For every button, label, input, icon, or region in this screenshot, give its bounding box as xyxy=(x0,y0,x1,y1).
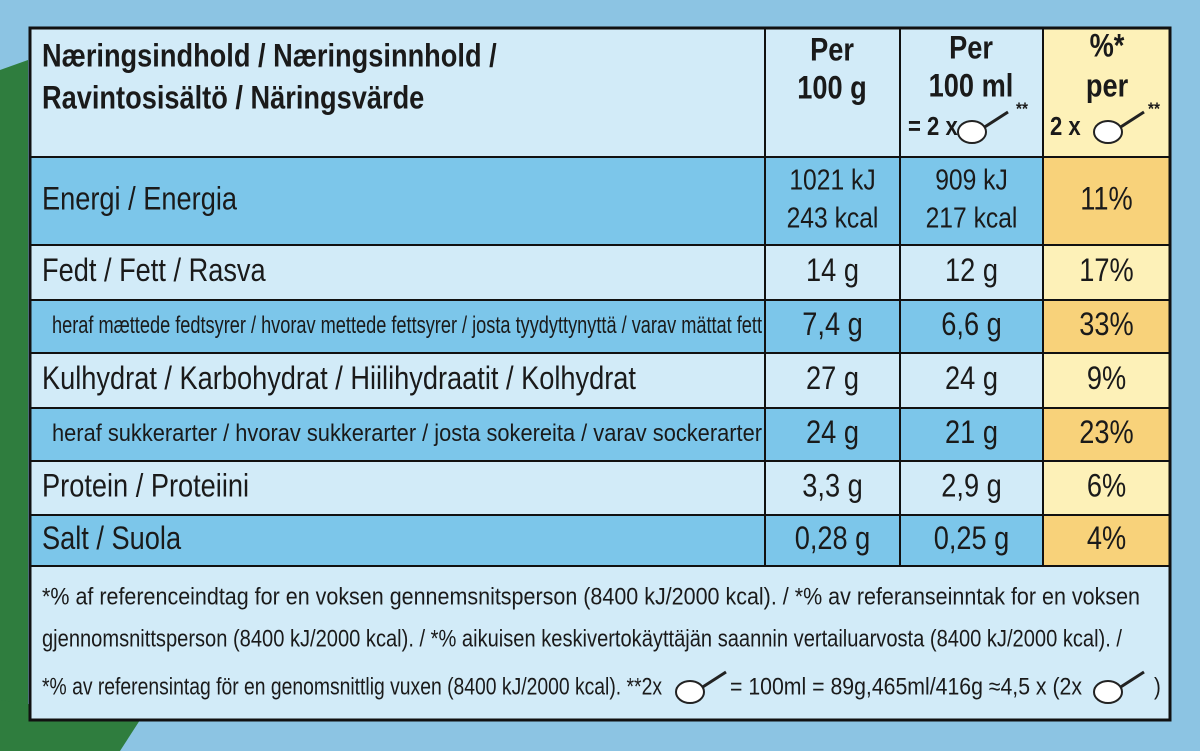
row-label: Fedt / Fett / Rasva xyxy=(42,253,266,289)
cell-value: 12 g xyxy=(945,253,998,289)
row-label: heraf sukkerarter / hvorav sukkerarter /… xyxy=(52,420,762,447)
row-bg xyxy=(30,353,1043,408)
footnote-bg xyxy=(30,566,1170,720)
pct-bg xyxy=(1043,245,1170,300)
row-label: Salt / Suola xyxy=(42,521,182,557)
footnote: *% af referenceindtag for en voksen genn… xyxy=(42,583,1140,610)
cell-value: 7,4 g xyxy=(802,307,862,343)
header-title: Ravintosisältö / Näringsvärde xyxy=(42,80,424,116)
col-header: 100 ml xyxy=(929,68,1014,104)
cell-value: 2,9 g xyxy=(941,468,1001,504)
col-header: per xyxy=(1086,68,1129,104)
cell-value: 243 kcal xyxy=(787,202,879,234)
cell-value: 3,3 g xyxy=(802,468,862,504)
cell-value: 14 g xyxy=(806,253,859,289)
col-header: 100 g xyxy=(797,70,867,106)
col-header: Per xyxy=(810,32,854,68)
scoop-icon xyxy=(675,680,705,704)
scoop-icon xyxy=(1093,120,1123,144)
header-title: Næringsindhold / Næringsinnhold / xyxy=(42,38,497,74)
cell-pct: 11% xyxy=(1080,181,1132,217)
pct-bg xyxy=(1043,408,1170,461)
row-bg xyxy=(30,300,1043,353)
cell-pct: 33% xyxy=(1079,307,1133,343)
footnote: = 100ml = 89g,465ml/416g ≈4,5 x (2x xyxy=(730,673,1082,700)
cell-value: 6,6 g xyxy=(941,307,1001,343)
footnote: ) xyxy=(1154,673,1161,700)
scoop-icon xyxy=(957,120,987,144)
header-cell xyxy=(30,28,1043,157)
cell-value: 217 kcal xyxy=(926,202,1018,234)
footnote: gjennomsnittsperson (8400 kJ/2000 kcal).… xyxy=(42,625,1122,652)
row-label: heraf mættede fedtsyrer / hvorav mettede… xyxy=(52,312,762,339)
col-header: ** xyxy=(1016,99,1028,119)
cell-value: 1021 kJ xyxy=(789,164,875,196)
pct-bg xyxy=(1043,515,1170,566)
pct-bg xyxy=(1043,300,1170,353)
cell-pct: 4% xyxy=(1087,521,1126,557)
cell-pct: 17% xyxy=(1079,253,1133,289)
row-bg xyxy=(30,408,1043,461)
col-header: ** xyxy=(1148,99,1160,119)
table-border xyxy=(28,26,1172,722)
cell-pct: 6% xyxy=(1087,468,1126,504)
row-label: Kulhydrat / Karbohydrat / Hiilihydraatit… xyxy=(42,361,637,397)
cell-value: 21 g xyxy=(945,415,998,451)
cell-value: 27 g xyxy=(806,361,859,397)
row-label: Protein / Proteiini xyxy=(42,468,249,504)
col-header: 2 x xyxy=(1050,112,1081,141)
background-shape xyxy=(0,60,28,751)
row-bg xyxy=(30,245,1043,300)
cell-pct: 23% xyxy=(1079,415,1133,451)
pct-bg xyxy=(1043,353,1170,408)
cell-value: 909 kJ xyxy=(935,164,1008,196)
scoop-icon xyxy=(1093,680,1123,704)
col-header: = 2 x xyxy=(908,112,958,141)
row-bg xyxy=(30,157,1043,245)
cell-pct: 9% xyxy=(1087,361,1126,397)
row-label: Energi / Energia xyxy=(42,181,237,217)
row-bg xyxy=(30,461,1043,515)
cell-value: 24 g xyxy=(945,361,998,397)
col-header: %* xyxy=(1090,28,1125,64)
cell-value: 24 g xyxy=(806,415,859,451)
row-bg xyxy=(30,515,1043,566)
col-header: Per xyxy=(949,30,993,66)
pct-bg xyxy=(1043,157,1170,245)
pct-bg xyxy=(1043,461,1170,515)
cell-value: 0,28 g xyxy=(795,521,871,557)
cell-value: 0,25 g xyxy=(934,521,1010,557)
footnote: *% av referensintag för en genomsnittlig… xyxy=(42,673,662,700)
